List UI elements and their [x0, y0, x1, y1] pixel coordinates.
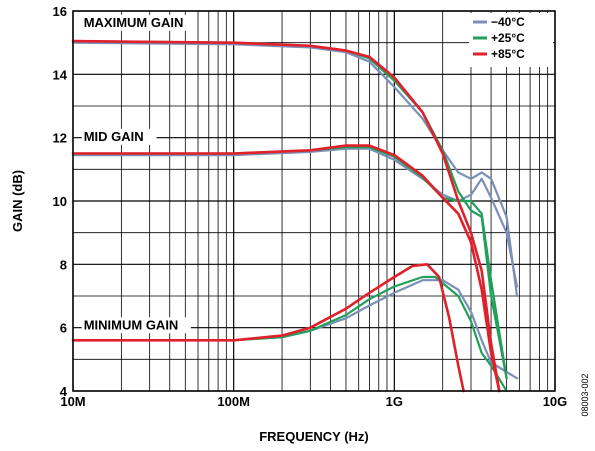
y-tick-label: 16 [53, 4, 67, 19]
annotation-bg [81, 14, 191, 31]
series-line [71, 39, 501, 393]
y-tick-label: 6 [60, 321, 67, 336]
gain-annotation: MAXIMUM GAIN [84, 15, 184, 30]
legend: −40°C +25°C +85°C [469, 13, 553, 67]
y-tick-label: 12 [53, 131, 67, 146]
figure-code: 08003-002 [580, 373, 590, 416]
series-line [71, 262, 465, 393]
x-axis-label: FREQUENCY (Hz) [259, 429, 369, 444]
y-axis-label: GAIN (dB) [10, 170, 25, 232]
legend-label: −40°C [491, 15, 525, 29]
legend-label: +25°C [491, 31, 525, 45]
annotation-bg [81, 317, 191, 334]
y-tick-label: 14 [53, 67, 68, 82]
gain-annotation: MINIMUM GAIN [84, 317, 179, 332]
x-tick-label: 1G [386, 394, 403, 409]
x-tick-label: 10G [543, 394, 568, 409]
annotation-bg [81, 128, 157, 145]
y-tick-label: 10 [53, 194, 67, 209]
plot-frame [72, 10, 556, 392]
y-tick-label: 8 [60, 257, 67, 272]
series-line [71, 144, 501, 393]
series-lines [71, 39, 519, 393]
y-tick-label: 4 [60, 384, 68, 399]
series-line [71, 275, 508, 393]
series-line [71, 146, 508, 380]
gain-annotations: MAXIMUM GAIN MID GAIN MINIMUM GAIN [81, 14, 191, 334]
major-gridlines [72, 10, 556, 392]
legend-label: +85°C [491, 47, 525, 61]
tick-labels: 10M 100M 1G 10G 4 6 8 10 12 14 16 [53, 4, 568, 409]
x-tick-label: 100M [217, 394, 250, 409]
gain-annotation: MID GAIN [84, 129, 144, 144]
x-tick-label: 10M [60, 394, 85, 409]
